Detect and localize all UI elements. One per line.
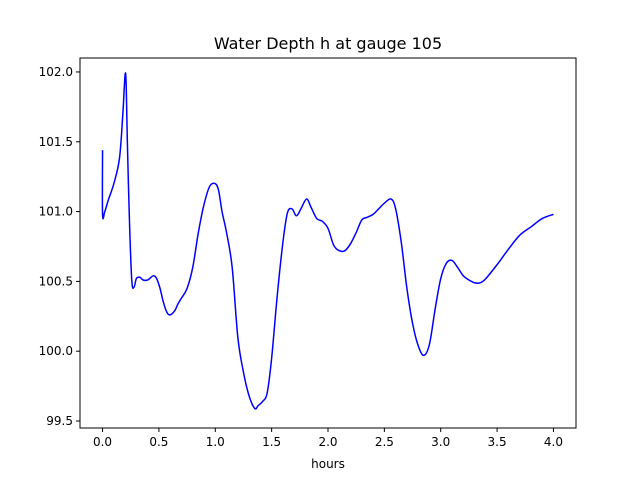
x-tick-label: 1.5 [262, 435, 281, 449]
series-line [101, 72, 554, 410]
y-tick-label: 100.5 [39, 274, 73, 288]
x-tick-label: 2.0 [318, 435, 337, 449]
y-tick-label: 99.5 [46, 414, 73, 428]
x-tick-label: 0.5 [149, 435, 168, 449]
y-tick-label: 101.5 [39, 135, 73, 149]
x-axis: 0.0 0.5 1.0 1.5 2.0 2.5 3.0 3.5 4.0 [93, 428, 563, 449]
plot-area [79, 57, 577, 429]
chart-title: Water Depth h at gauge 105 [214, 34, 442, 53]
x-tick-label: 0.0 [93, 435, 112, 449]
x-tick-label: 3.0 [431, 435, 450, 449]
x-tick-label: 4.0 [544, 435, 563, 449]
y-tick-label: 101.0 [39, 205, 73, 219]
x-tick-label: 3.5 [488, 435, 507, 449]
y-tick-label: 102.0 [39, 65, 73, 79]
y-axis: 99.5 100.0 100.5 101.0 101.5 102.0 [39, 65, 80, 428]
y-tick-label: 100.0 [39, 344, 73, 358]
x-tick-label: 2.5 [375, 435, 394, 449]
x-axis-label: hours [311, 457, 345, 471]
x-tick-label: 1.0 [206, 435, 225, 449]
